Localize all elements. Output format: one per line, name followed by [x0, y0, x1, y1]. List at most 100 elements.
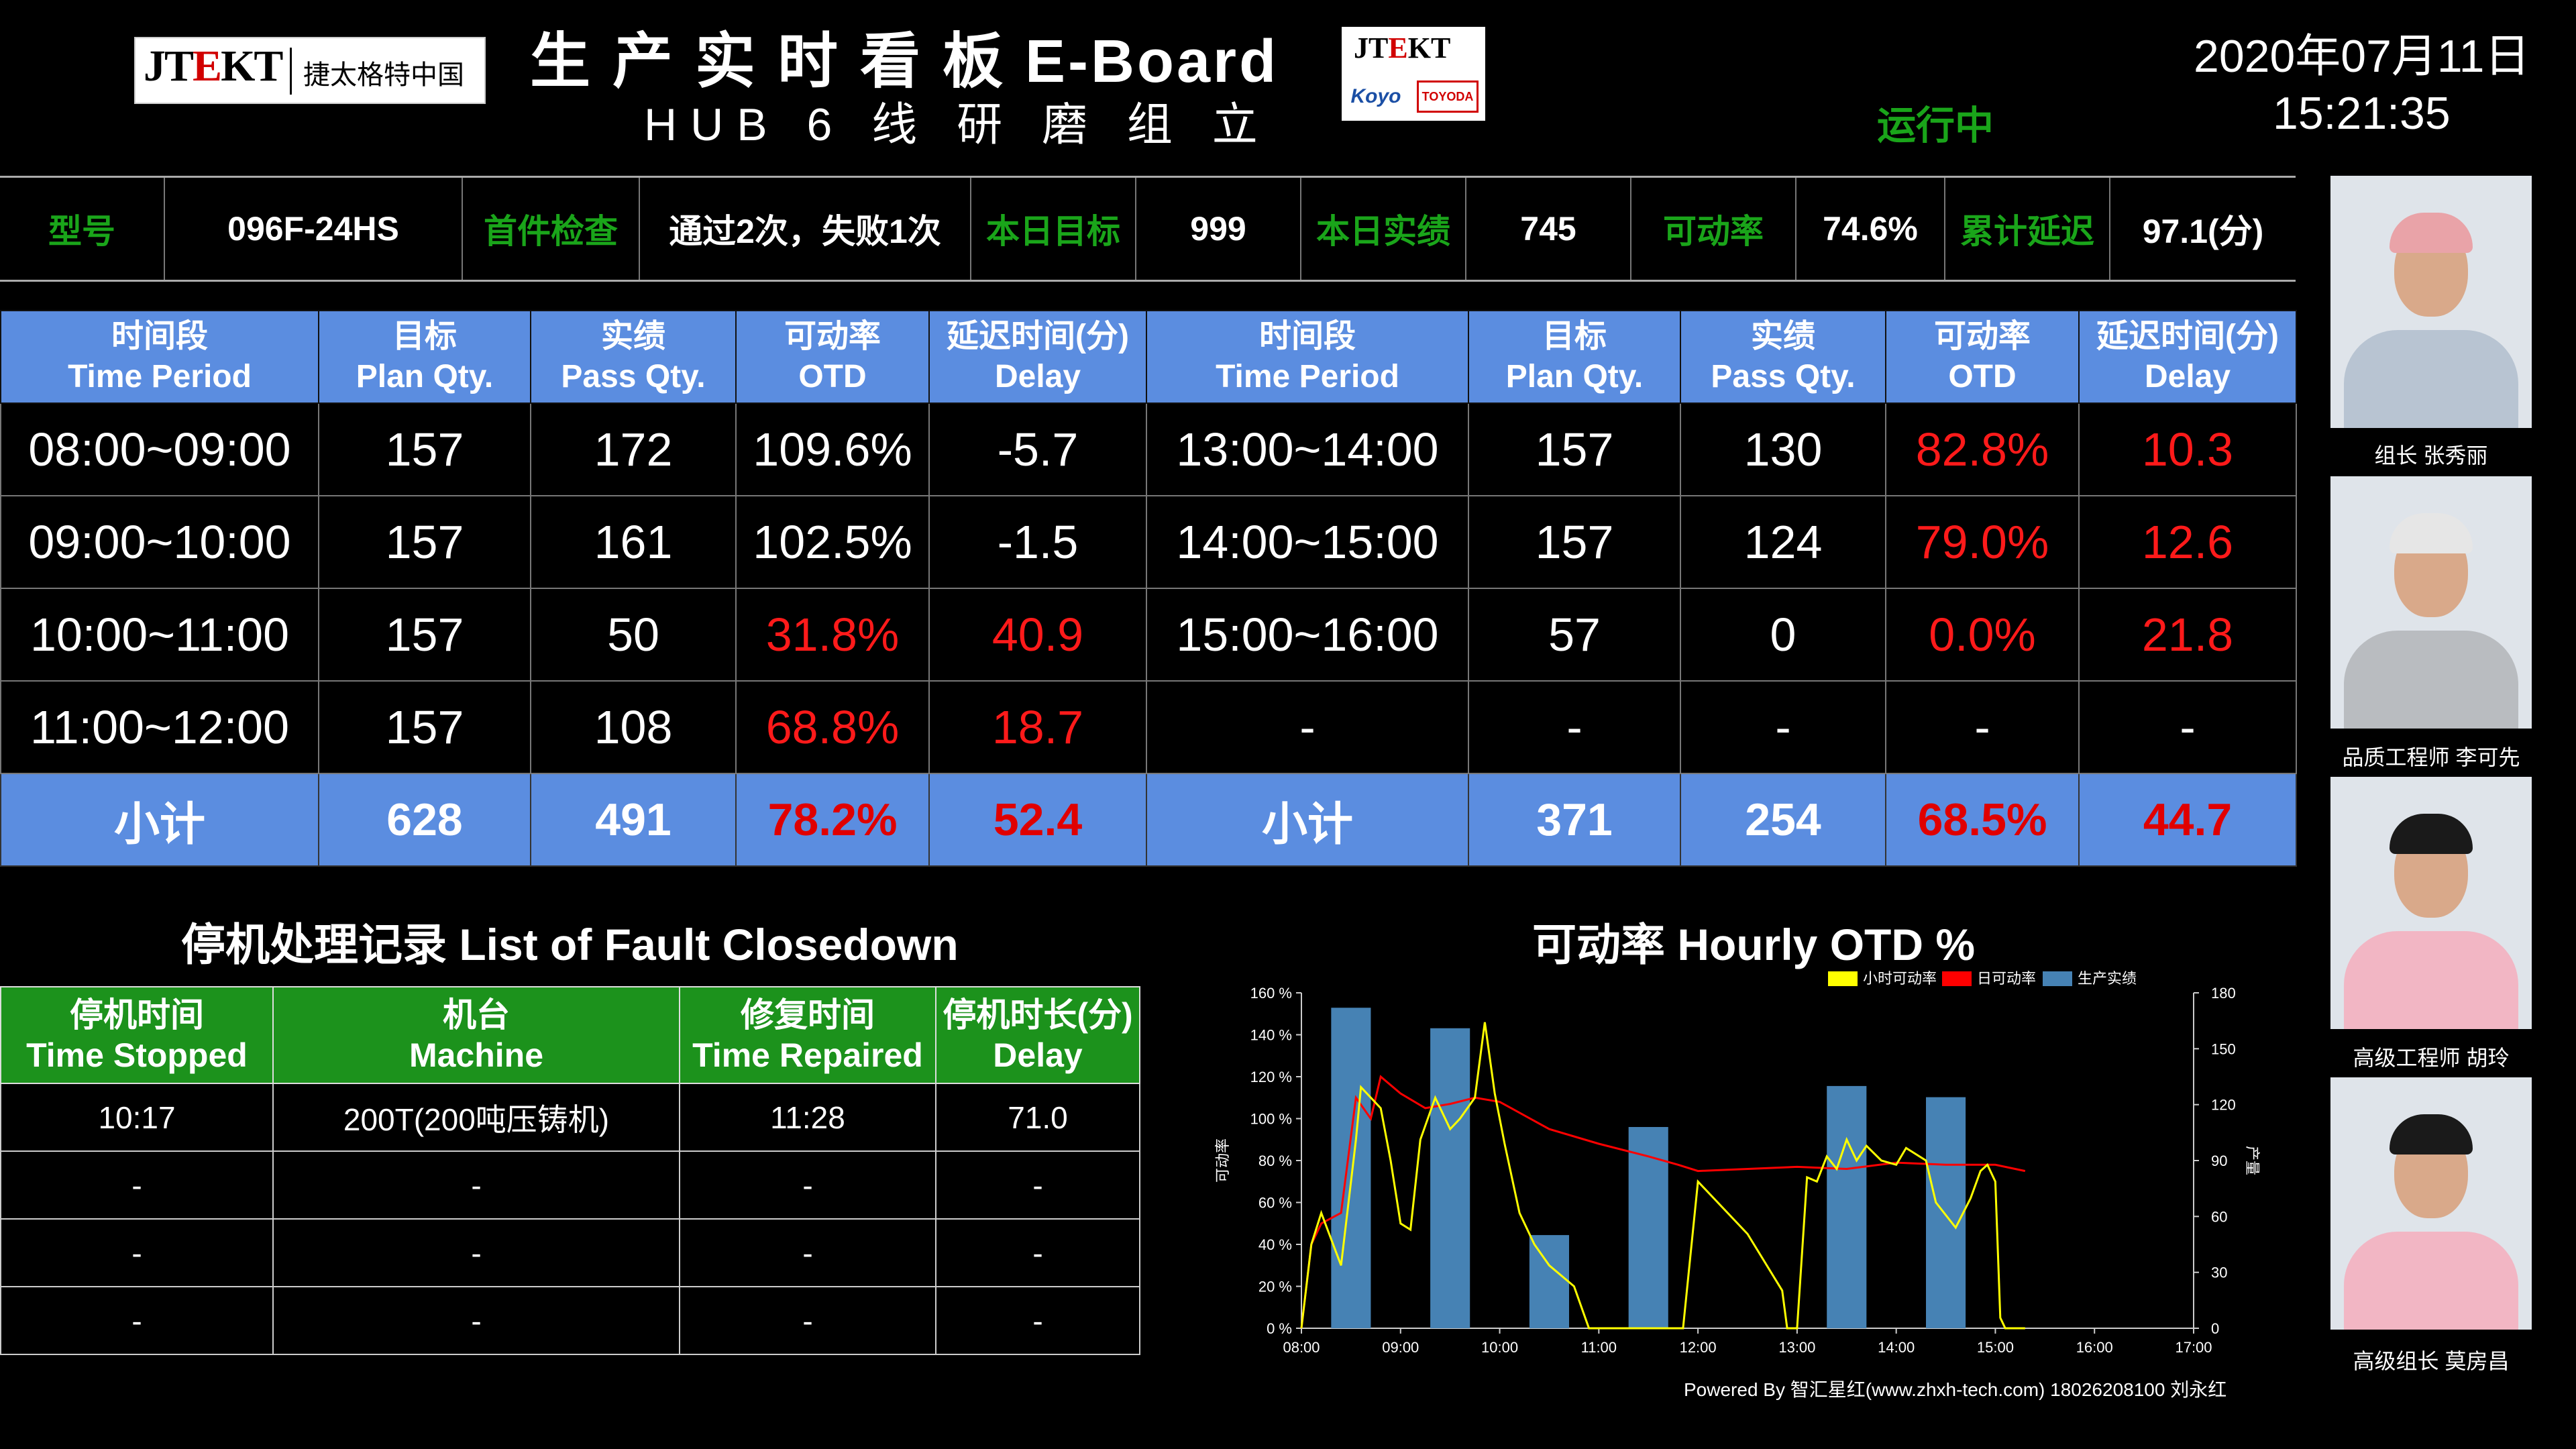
- fault-time-repaired-cell: -: [679, 1218, 936, 1287]
- y-tick-label-right: 120: [2211, 1097, 2236, 1114]
- pm-pass-cell: 0: [1680, 588, 1886, 682]
- am-pass-cell: 172: [530, 402, 737, 496]
- y-tick-label-right: 150: [2211, 1040, 2236, 1057]
- model-label: 型号: [0, 178, 165, 280]
- pm-delay-cell: -: [2078, 680, 2297, 774]
- hourly-otd-chart: 0 % 20 % 40 % 60 % 80 % 100 % 120 % 140 % 160 % 0…: [1214, 970, 2261, 1356]
- daily-target-value: 999: [1136, 178, 1301, 280]
- legend-label: 日可动率: [1977, 970, 2036, 987]
- am-delay-cell: -1.5: [928, 495, 1147, 589]
- jtekt-logo-text: JTEKT: [144, 42, 283, 91]
- col-header-plan: 目标 Plan Qty.: [318, 310, 531, 404]
- koyo-logo: Koyo: [1343, 79, 1409, 114]
- running-status: 运行中: [1877, 104, 1994, 148]
- staff-photo-1: [2330, 176, 2532, 428]
- x-tick-label: 09:00: [1382, 1339, 1419, 1356]
- pm-otd-cell: 0.0%: [1885, 588, 2080, 682]
- hourly-production-table: 时间段 Time Period 目标 Plan Qty. 实绩 Pass Qty. 可…: [0, 310, 2297, 867]
- table-row: 10:00~11:00 157 50 31.8% 40.9 15:00~16:00 57 0 0…: [0, 588, 2297, 682]
- y-axis-label-left: 可动率: [1214, 1138, 1231, 1183]
- daily-actual-value: 745: [1466, 178, 1631, 280]
- am-subtotal-otd: 78.2%: [735, 773, 930, 867]
- am-delay-cell: 18.7: [928, 680, 1147, 774]
- col-header-delay: 延迟时间(分) Delay: [2078, 310, 2297, 404]
- fault-time-stopped-cell: 10:17: [0, 1083, 274, 1152]
- fault-machine-cell: -: [272, 1150, 680, 1220]
- staff-photo-4: [2330, 1077, 2532, 1330]
- otd-value: 74.6%: [1796, 178, 1945, 280]
- am-plan-cell: 157: [318, 402, 531, 496]
- y-tick-label-left: 60 %: [1258, 1195, 1292, 1212]
- legend-swatch: [2043, 971, 2072, 986]
- pm-pass-cell: -: [1680, 680, 1886, 774]
- fault-machine-cell: -: [272, 1286, 680, 1355]
- fault-time-stopped-cell: -: [0, 1286, 274, 1355]
- otd-chart-title: 可动率 Hourly OTD %: [1532, 920, 1976, 969]
- pm-plan-cell: 57: [1468, 588, 1681, 682]
- first-check-label: 首件检查: [463, 178, 640, 280]
- fault-machine-cell: 200T(200吨压铸机): [272, 1083, 680, 1152]
- y-tick-label-left: 40 %: [1258, 1236, 1292, 1253]
- pm-subtotal-period: 小计: [1146, 773, 1469, 867]
- fault-row: ----: [0, 1286, 1140, 1355]
- table-row: 09:00~10:00 157 161 102.5% -1.5 14:00~15:00 15…: [0, 495, 2297, 589]
- pm-subtotal-plan: 371: [1468, 773, 1681, 867]
- am-subtotal-pass: 491: [530, 773, 737, 867]
- y-tick-label-left: 80 %: [1258, 1152, 1292, 1169]
- pm-period-cell: 13:00~14:00: [1146, 402, 1469, 496]
- fault-delay-cell: -: [935, 1150, 1140, 1220]
- col-header-otd: 可动率 OTD: [735, 310, 930, 404]
- jtekt-koyo-toyoda-logo: JTEKT Koyo TOYODA: [1342, 27, 1485, 121]
- legend-swatch: [1942, 971, 1972, 986]
- pm-subtotal-delay: 44.7: [2078, 773, 2297, 867]
- table-header-row: 时间段 Time Period 目标 Plan Qty. 实绩 Pass Qty. 可…: [0, 310, 2297, 404]
- am-otd-cell: 102.5%: [735, 495, 930, 589]
- am-period-cell: 11:00~12:00: [0, 680, 319, 774]
- production-bar: [1926, 1097, 1966, 1328]
- col-header-pass: 实绩 Pass Qty.: [1680, 310, 1886, 404]
- pm-otd-cell: 82.8%: [1885, 402, 2080, 496]
- am-otd-cell: 31.8%: [735, 588, 930, 682]
- jtekt-china-logo: JTEKT 捷太格特中国: [134, 37, 486, 104]
- jtekt-logo-small: JTEKT: [1354, 32, 1451, 64]
- am-period-cell: 09:00~10:00: [0, 495, 319, 589]
- production-bar: [1430, 1028, 1470, 1328]
- y-tick-label-left: 160 %: [1250, 985, 1292, 1002]
- fault-col-time-stopped: 停机时间 Time Stopped: [0, 986, 274, 1084]
- am-pass-cell: 50: [530, 588, 737, 682]
- col-header-otd: 可动率 OTD: [1885, 310, 2080, 404]
- production-bar: [1529, 1235, 1569, 1328]
- fault-row: 10:17 200T(200吨压铸机) 11:28 71.0: [0, 1083, 1140, 1152]
- subtotal-row: 小计 628 491 78.2% 52.4 小计 371 254 68.5% 44.7: [0, 773, 2297, 867]
- staff-caption-2: 品质工程师 李可先: [2342, 745, 2520, 769]
- pm-otd-cell: 79.0%: [1885, 495, 2080, 589]
- fault-row: ----: [0, 1218, 1140, 1287]
- y-tick-label-right: 60: [2211, 1208, 2227, 1225]
- fault-machine-cell: -: [272, 1218, 680, 1287]
- fault-delay-cell: 71.0: [935, 1083, 1140, 1152]
- staff-caption-3: 高级工程师 胡玲: [2353, 1046, 2510, 1070]
- am-otd-cell: 109.6%: [735, 402, 930, 496]
- jtekt-china-label: 捷太格特中国: [303, 60, 464, 90]
- powered-by-footer: Powered By 智汇星红(www.zhxh-tech.com) 18026…: [1684, 1379, 2227, 1400]
- pm-delay-cell: 21.8: [2078, 588, 2297, 682]
- am-delay-cell: -5.7: [928, 402, 1147, 496]
- fault-closedown-table: 停机时间 Time Stopped 机台 Machine 修复时间 Time Repa…: [0, 986, 1140, 1355]
- am-subtotal-delay: 52.4: [928, 773, 1147, 867]
- col-header-plan: 目标 Plan Qty.: [1468, 310, 1681, 404]
- fault-col-time-repaired: 修复时间 Time Repaired: [679, 986, 936, 1084]
- pm-period-cell: 15:00~16:00: [1146, 588, 1469, 682]
- daily-target-label: 本日目标: [971, 178, 1136, 280]
- am-delay-cell: 40.9: [928, 588, 1147, 682]
- staff-caption-4: 高级组长 莫房昌: [2353, 1349, 2510, 1373]
- y-tick-label-left: 0 %: [1267, 1320, 1292, 1337]
- logo-divider: [290, 48, 292, 95]
- x-tick-label: 08:00: [1283, 1339, 1320, 1356]
- daily-actual-label: 本日实绩: [1301, 178, 1466, 280]
- col-header-delay: 延迟时间(分) Delay: [928, 310, 1147, 404]
- y-tick-label-left: 100 %: [1250, 1111, 1292, 1128]
- x-tick-label: 12:00: [1680, 1339, 1717, 1356]
- y-tick-label-right: 180: [2211, 985, 2236, 1002]
- am-subtotal-period: 小计: [0, 773, 319, 867]
- production-bar: [1827, 1085, 1867, 1328]
